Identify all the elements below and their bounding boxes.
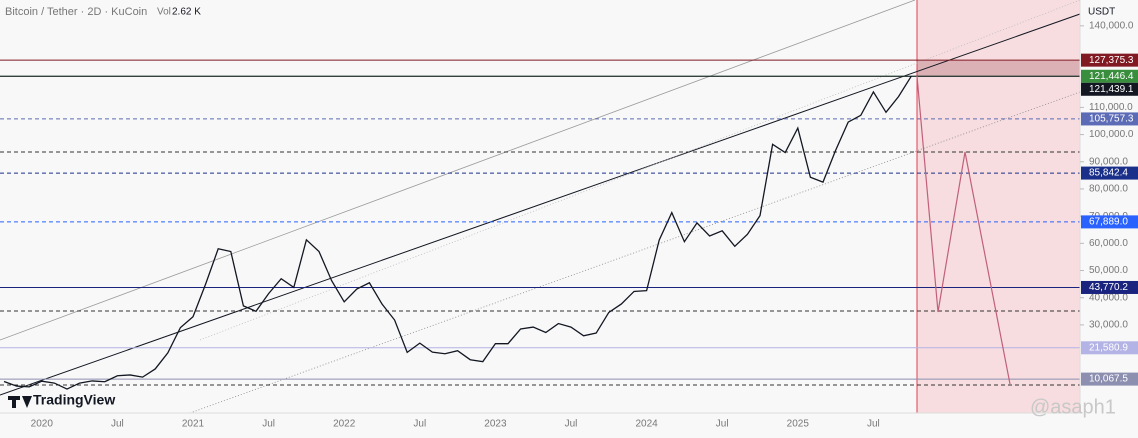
projection-path bbox=[916, 75, 1011, 385]
y-tick-label: 60,000.0 bbox=[1089, 238, 1128, 249]
price-label: 105,757.3 bbox=[1089, 114, 1134, 125]
price-label-box bbox=[1081, 166, 1138, 180]
price-label: 127,375.3 bbox=[1089, 55, 1134, 66]
author: @asaph1 bbox=[1030, 396, 1116, 418]
x-tick-label: Jul bbox=[867, 419, 880, 430]
y-tick-label: 30,000.0 bbox=[1089, 320, 1128, 331]
trend-line bbox=[0, 13, 1081, 396]
price bbox=[3, 75, 912, 390]
levels bbox=[0, 59, 1080, 380]
x-tick-label: 2022 bbox=[333, 419, 356, 430]
price-label-box bbox=[1081, 372, 1138, 386]
price-label: 43,770.2 bbox=[1089, 282, 1128, 293]
channel-upper bbox=[0, 0, 916, 341]
axis: 30,000.040,000.050,000.060,000.070,000.0… bbox=[31, 20, 1138, 430]
volume: 2.62 K bbox=[172, 7, 201, 18]
logo bbox=[8, 396, 32, 408]
x-tick-label: Jul bbox=[565, 419, 578, 430]
volume-label: Vol bbox=[157, 7, 171, 18]
price-label: 10,067.5 bbox=[1089, 374, 1128, 385]
x-tick-label: 2020 bbox=[31, 419, 54, 430]
price-label-box bbox=[1081, 280, 1138, 294]
projection-zone bbox=[917, 0, 1080, 413]
y-tick-label: 100,000.0 bbox=[1089, 129, 1134, 140]
y-tick-label: 80,000.0 bbox=[1089, 184, 1128, 195]
x-tick-label: 2024 bbox=[635, 419, 658, 430]
x-tick-label: Jul bbox=[413, 419, 426, 430]
y-tick-label: 50,000.0 bbox=[1089, 265, 1128, 276]
price-label-box bbox=[1081, 69, 1138, 83]
x-tick-label: Jul bbox=[111, 419, 124, 430]
price-label-box bbox=[1081, 82, 1138, 96]
y-tick-label: 110,000.0 bbox=[1089, 102, 1133, 113]
price-label-box bbox=[1081, 341, 1138, 355]
y-tick-label: 40,000.0 bbox=[1089, 292, 1128, 303]
price-label: 67,889.0 bbox=[1089, 217, 1128, 228]
currency: USDT bbox=[1088, 7, 1115, 18]
x-tick-label: Jul bbox=[716, 419, 729, 430]
price-label: 121,439.1 bbox=[1089, 84, 1134, 95]
x-tick-label: 2023 bbox=[484, 419, 507, 430]
y-tick-label: 140,000.0 bbox=[1089, 20, 1134, 31]
price-label: 121,446.4 bbox=[1089, 71, 1134, 82]
target-zone bbox=[917, 60, 1080, 76]
chart-title: Bitcoin / Tether · 2D · KuCoin bbox=[5, 6, 147, 18]
price-label-box bbox=[1081, 53, 1138, 67]
x-tick-label: 2025 bbox=[787, 419, 810, 430]
price-label-box bbox=[1081, 215, 1138, 229]
price-label: 85,842.4 bbox=[1089, 168, 1128, 179]
y-tick-label: 90,000.0 bbox=[1089, 156, 1128, 167]
watermark: TradingView bbox=[33, 392, 115, 408]
price-line bbox=[3, 75, 912, 390]
price-label: 21,580.9 bbox=[1089, 342, 1128, 353]
x-tick-label: 2021 bbox=[182, 419, 205, 430]
channel-mid bbox=[199, 0, 1081, 341]
price-label-box bbox=[1081, 112, 1138, 126]
x-tick-label: Jul bbox=[262, 419, 275, 430]
plot-area bbox=[0, 0, 1080, 413]
